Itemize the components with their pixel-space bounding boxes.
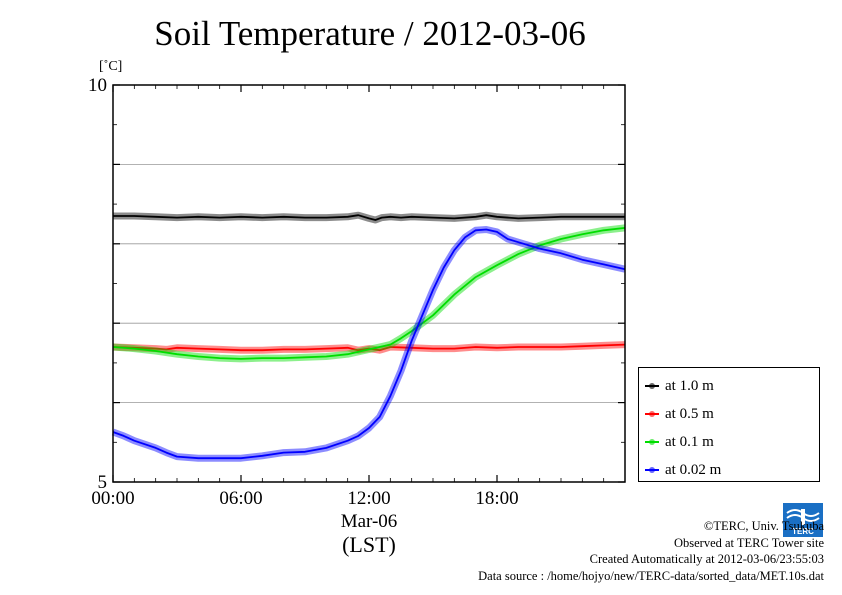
legend-label: at 0.5 m xyxy=(665,405,714,422)
legend-swatch xyxy=(645,439,659,445)
y-tick-label: 5 xyxy=(98,472,108,493)
site-text: Observed at TERC Tower site xyxy=(673,535,824,550)
x-tick-label: 06:00 xyxy=(219,488,262,509)
series-line-1 xyxy=(112,343,626,352)
series-lines xyxy=(111,211,626,462)
legend-item: at 0.02 m xyxy=(645,460,721,480)
series-line-3 xyxy=(112,228,626,460)
x-tick-label: 18:00 xyxy=(475,488,518,509)
terc-logo: TERC xyxy=(783,503,823,537)
x-date-label: Mar-06 xyxy=(341,511,398,532)
legend: at 1.0 m at 0.5 m at 0.1 m at 0.02 m xyxy=(638,367,820,482)
x-axis-label: (LST) xyxy=(342,532,396,557)
copyright-text: ©TERC, Univ. Tsukuba xyxy=(703,519,824,533)
legend-swatch xyxy=(645,411,659,417)
legend-swatch xyxy=(645,383,659,389)
plot-frame xyxy=(112,84,626,483)
legend-swatch xyxy=(645,467,659,473)
legend-item: at 0.1 m xyxy=(645,432,714,452)
legend-label: at 0.1 m xyxy=(665,433,714,450)
x-tick-label: 12:00 xyxy=(347,488,390,509)
source-text: Data source : /home/hojyo/new/TERC-data/… xyxy=(478,568,824,583)
grid-lines xyxy=(113,163,625,404)
footer-info: ©TERC, Univ. Tsukuba Observed at TERC To… xyxy=(478,518,824,584)
legend-label: at 0.02 m xyxy=(665,461,722,478)
created-text: Created Automatically at 2012-03-06/23:5… xyxy=(589,552,824,566)
legend-item: at 0.5 m xyxy=(645,404,714,424)
x-tick-label: 00:00 xyxy=(91,488,134,509)
svg-text:TERC: TERC xyxy=(792,527,814,536)
chart-title: Soil Temperature / 2012-03-06 xyxy=(154,14,586,53)
y-unit-label: [˚C] xyxy=(99,59,122,74)
series-line-0 xyxy=(113,214,625,221)
legend-label: at 1.0 m xyxy=(665,377,714,394)
axis-ticks: 00:00 06:00 12:00 18:00 10 5 xyxy=(88,75,625,509)
legend-item: at 1.0 m xyxy=(645,376,714,396)
terc-logo-icon: TERC xyxy=(783,503,823,537)
y-tick-label: 10 xyxy=(88,75,107,96)
